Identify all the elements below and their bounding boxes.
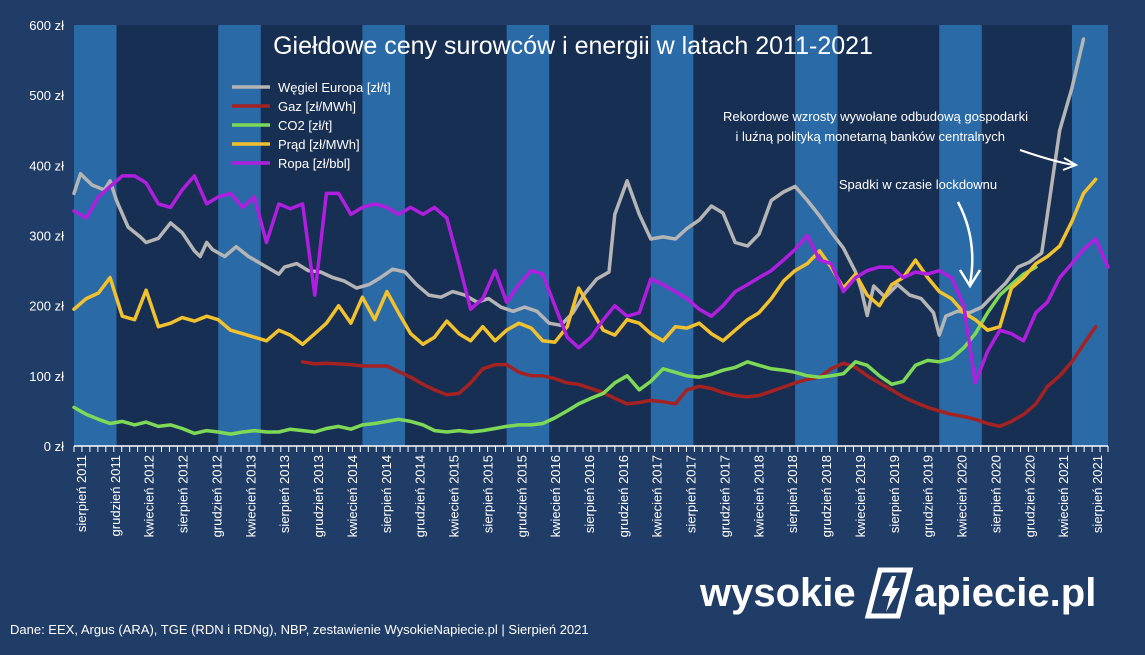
legend-label: Gaz [zł/MWh] — [278, 99, 356, 114]
y-tick-label: 500 zł — [29, 88, 64, 103]
x-tick-label: kwiecień 2017 — [650, 455, 665, 537]
x-tick-label: sierpień 2017 — [684, 455, 699, 533]
legend-label: Ropa [zł/bbl] — [278, 156, 350, 171]
x-tick-label: sierpień 2019 — [887, 455, 902, 533]
period-band — [218, 25, 261, 446]
period-band — [650, 25, 694, 446]
x-tick-label: grudzień 2019 — [921, 455, 936, 537]
arrow-lockdown — [956, 201, 974, 285]
brand-text-right: apiecie.pl — [914, 571, 1096, 615]
x-tick-label: grudzień 2017 — [717, 455, 732, 537]
chart-title: Giełdowe ceny surowców i energii w latac… — [273, 32, 873, 60]
brand-text-left: wysokie — [700, 571, 856, 615]
x-tick-label: grudzień 2012 — [209, 455, 224, 537]
legend-label: Prąd [zł/MWh] — [278, 137, 360, 152]
arrow-record-head — [1062, 157, 1079, 171]
x-tick-label: grudzień 2018 — [819, 455, 834, 537]
x-tick-label: sierpień 2021 — [1090, 455, 1105, 533]
series-line-2 — [72, 265, 1038, 436]
y-tick-label: 0 zł — [44, 439, 64, 454]
annotation-lockdown: Spadki w czasie lockdownu — [839, 177, 997, 192]
x-tick-label: sierpień 2013 — [277, 455, 292, 533]
x-tick-label: kwiecień 2018 — [751, 455, 766, 537]
x-tick-label: sierpień 2011 — [74, 455, 89, 532]
arrow-record — [1019, 149, 1075, 166]
y-tick-label: 300 zł — [29, 229, 64, 244]
x-tick-label: grudzień 2020 — [1022, 455, 1037, 537]
period-band — [1071, 25, 1108, 446]
x-tick-label: sierpień 2020 — [988, 455, 1003, 533]
period-band — [362, 25, 405, 446]
y-tick-label: 100 zł — [29, 369, 64, 384]
y-tick-label: 600 zł — [29, 18, 64, 33]
x-tick-label: kwiecień 2016 — [548, 455, 563, 537]
x-tick-label: sierpień 2014 — [379, 455, 394, 533]
x-tick-label: kwiecień 2020 — [955, 455, 970, 537]
source-note: Dane: EEX, Argus (ARA), TGE (RDN i RDNg)… — [10, 622, 589, 637]
arrow-lockdown-head — [958, 269, 982, 289]
series-line-4 — [72, 174, 1110, 385]
y-tick-label: 200 zł — [29, 299, 64, 314]
x-tick-label: kwiecień 2021 — [1056, 455, 1071, 537]
legend-label: Węgiel Europa [zł/t] — [278, 80, 391, 95]
x-tick-label: kwiecień 2019 — [853, 455, 868, 537]
period-band — [74, 25, 117, 446]
x-tick-label: grudzień 2015 — [514, 455, 529, 537]
x-tick-label: kwiecień 2014 — [345, 455, 360, 537]
annotation-record-line1: Rekordowe wzrosty wywołane odbudową gosp… — [723, 109, 1028, 124]
series-line-1 — [300, 324, 1098, 429]
x-tick-label: grudzień 2013 — [311, 455, 326, 537]
x-tick-label: kwiecień 2013 — [243, 455, 258, 537]
x-tick-label: kwiecień 2015 — [447, 455, 462, 537]
lightning-n-icon — [864, 567, 914, 619]
legend-label: CO2 [zł/t] — [278, 118, 332, 133]
annotation-record-line2: i luźną polityką monetarną banków centra… — [735, 129, 1005, 144]
brand-logo: wysokie apiecie.pl — [700, 567, 1096, 619]
x-tick-label: sierpień 2012 — [176, 455, 191, 533]
x-tick-label: kwiecień 2012 — [142, 455, 157, 537]
series-line-0 — [72, 37, 1086, 337]
y-tick-label: 400 zł — [29, 158, 64, 173]
x-tick-label: grudzień 2014 — [413, 455, 428, 537]
x-tick-label: sierpień 2016 — [582, 455, 597, 533]
x-tick-label: sierpień 2018 — [785, 455, 800, 533]
period-band — [506, 25, 550, 446]
x-tick-label: grudzień 2016 — [616, 455, 631, 537]
x-tick-label: grudzień 2011 — [108, 455, 123, 536]
x-tick-label: sierpień 2015 — [480, 455, 495, 533]
